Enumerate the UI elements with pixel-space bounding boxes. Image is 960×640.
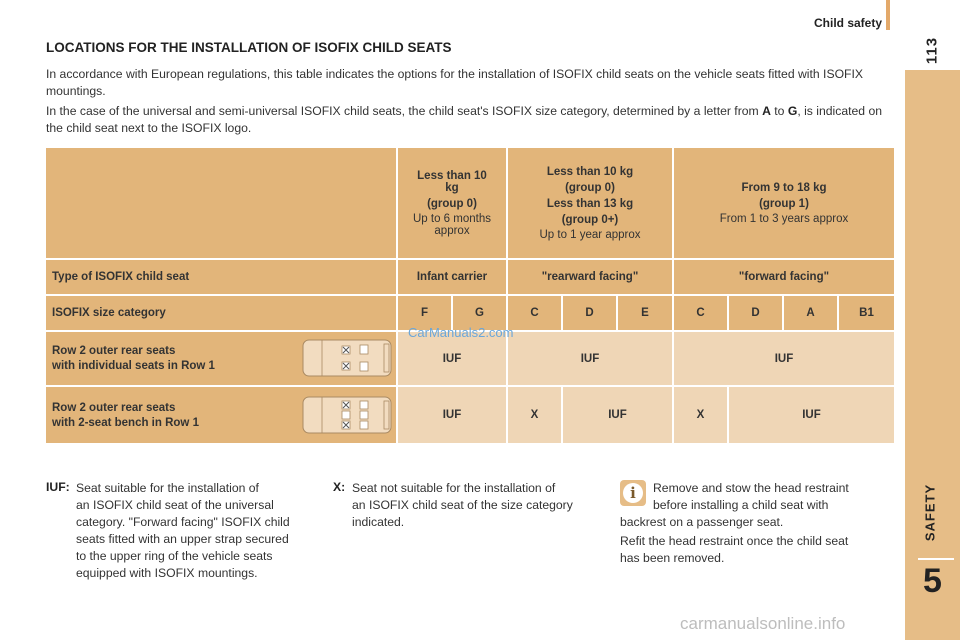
size-cell: F [398,296,451,330]
van-seat-diagram-icon [302,339,392,377]
size-cell: E [618,296,672,330]
note-line: before installing a child seat with [653,498,829,512]
x-key: X: [333,480,346,494]
size-cell: B1 [839,296,894,330]
group-header-1: Less than 10 kg (group 0) Less than 13 k… [508,148,672,258]
row-2-cell: X [674,387,727,443]
note-line: indicated. [352,515,405,529]
iuf-key: IUF: [46,480,70,494]
chapter-separator [918,558,954,560]
note-line: an ISOFIX child seat of the universal [76,498,274,512]
note-line: Seat not suitable for the installation o… [352,481,556,495]
chapter-tab [905,0,960,640]
chapter-label: SAFETY [922,483,938,542]
size-cell: C [508,296,561,330]
iuf-note: Seat suitable for the installation of an… [76,480,290,582]
group-age: Up to 6 months approx [413,212,491,237]
info-icon: i [620,480,646,506]
table-corner-cell [46,148,396,258]
group-weight: From 9 to 18 kg [741,181,827,194]
group-label: (group 0) [427,197,477,210]
row-label-line-1: Row 2 outer rear seats [52,401,176,414]
row-label-line-2: with individual seats in Row 1 [52,360,215,372]
isofix-table: Less than 10 kg (group 0) Up to 6 months… [46,148,894,444]
section-title: Child safety [813,16,882,30]
footer-watermark: carmanualsonline.info [680,614,846,633]
van-seat-diagram-icon [302,396,392,434]
row-label-line-2: with 2-seat bench in Row 1 [52,416,199,429]
group-weight: Less than 10 kg [546,165,634,178]
page-title: LOCATIONS FOR THE INSTALLATION OF ISOFIX… [46,40,452,55]
group-label: (group 0) [565,181,615,194]
group-header-0: Less than 10 kg (group 0) Up to 6 months… [398,148,506,258]
size-cell: G [453,296,506,330]
group-age: Up to 1 year approx [539,228,641,241]
row-1-cell: IUF [508,332,672,385]
note-line: seats fitted with an upper strap secured [76,532,289,546]
page-number: 113 [923,36,941,65]
note-line: Remove and stow the head restraint [653,481,849,495]
watermark-text: CarManuals2.com [408,325,514,340]
row-2-cell: X [508,387,561,443]
size-cell: C [674,296,727,330]
x-note: Seat not suitable for the installation o… [352,480,573,531]
group-age: From 1 to 3 years approx [719,212,849,225]
group-header-2: From 9 to 18 kg (group 1) From 1 to 3 ye… [674,148,894,258]
tab-top-gap [905,0,960,70]
note-line: an ISOFIX child seat of the size categor… [352,498,573,512]
type-cell: Infant carrier [398,260,506,294]
size-cell: A [784,296,837,330]
row-2-cell: IUF [398,387,506,443]
group-label: (group 1) [759,197,809,210]
size-cell: D [563,296,616,330]
row-label-line-1: Row 2 outer rear seats [52,345,176,357]
note-line: to the upper ring of the vehicle seats [76,549,273,563]
note-line: Seat suitable for the installation of [76,481,259,495]
note-line: has been removed. [620,551,725,565]
row-2-cell: IUF [563,387,672,443]
type-cell: "rearward facing" [508,260,672,294]
size-row-label: ISOFIX size category [46,296,396,330]
row-1-cell: IUF [674,332,894,385]
note-line: category. "Forward facing" ISOFIX child [76,515,290,529]
intro-paragraph-1: In accordance with European regulations,… [46,67,864,98]
header-accent-line [886,0,890,30]
group-weight-2: Less than 13 kg [546,197,634,210]
size-cell: D [729,296,782,330]
type-row-label: Type of ISOFIX child seat [46,260,396,294]
note-line: equipped with ISOFIX mountings. [76,566,258,580]
info-note-lead: Remove and stow the head restraint befor… [653,480,849,514]
note-line: Refit the head restraint once the child … [620,534,849,548]
chapter-number: 5 [923,562,942,600]
row-2-cell: IUF [729,387,894,443]
note-line: backrest on a passenger seat. [620,515,784,529]
intro-paragraph-2: In the case of the universal and semi-un… [46,104,883,135]
type-cell: "forward facing" [674,260,894,294]
group-weight: Less than 10 kg [417,169,487,194]
group-label-2: (group 0+) [561,213,619,226]
info-note-tail: backrest on a passenger seat. [620,514,783,531]
info-note-2: Refit the head restraint once the child … [620,533,848,567]
row-1-cell: IUF [398,332,506,385]
